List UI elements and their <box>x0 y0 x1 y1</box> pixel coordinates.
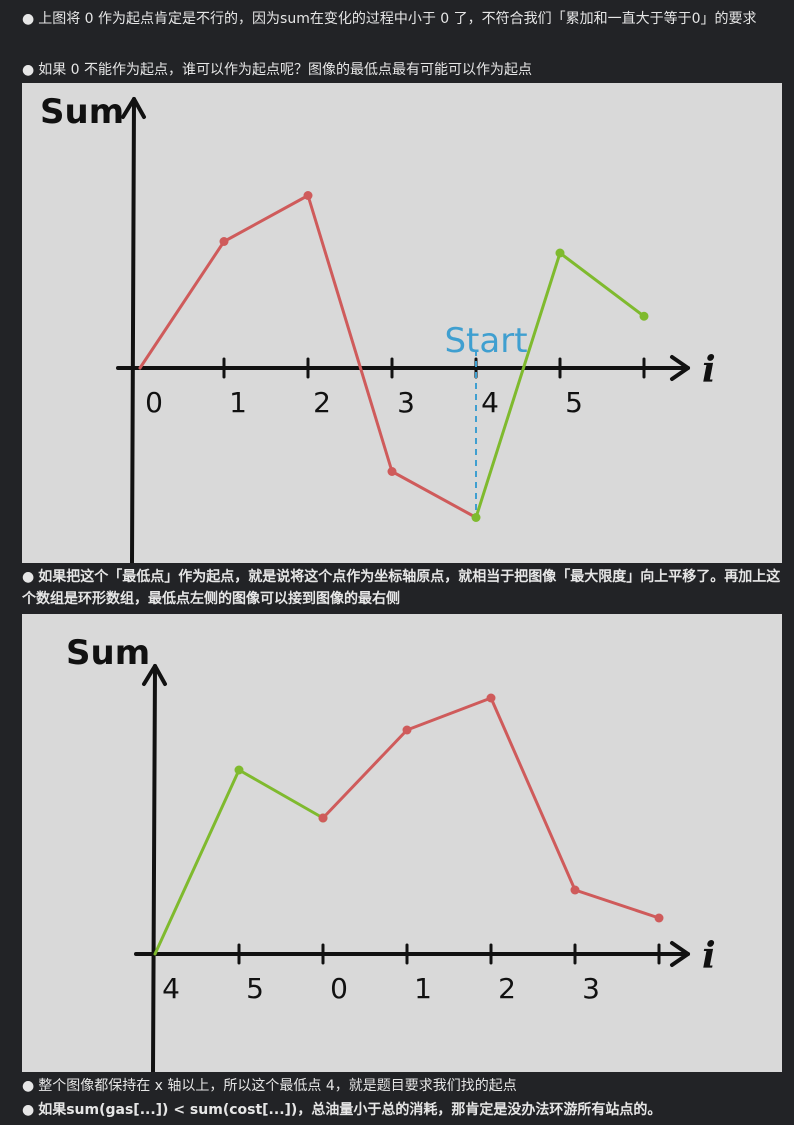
paragraph-5: ● 如果sum(gas[...]) < sum(cost[...])，总油量小于总… <box>22 1099 787 1121</box>
data-point <box>471 513 481 522</box>
x-tick-label: 1 <box>414 972 432 1005</box>
series-line-green <box>474 251 646 519</box>
data-point <box>387 467 397 476</box>
x-tick-label: 3 <box>397 386 415 419</box>
series-line-green <box>153 768 325 956</box>
bullet-icon: ● <box>22 569 35 585</box>
start-annotation: Start <box>444 321 527 361</box>
x-axis-arrowhead <box>670 355 690 381</box>
x-tick-label: 0 <box>330 972 348 1005</box>
y-axis-arrowhead <box>121 97 146 119</box>
series-line-red <box>321 696 661 920</box>
data-point <box>219 237 229 246</box>
paragraph-1: ● 上图将 0 作为起点肯定是不行的，因为sum在变化的过程中小于 0 了，不符合… <box>22 8 787 30</box>
data-point <box>402 725 412 735</box>
sum-chart-start-4: Sum i 4 5 0 1 2 3 <box>66 633 716 1072</box>
paragraph-2: ● 如果 0 不能作为起点，谁可以作为起点呢？图像的最低点最有可能可以作为起点 <box>22 59 787 81</box>
bullet-icon: ● <box>22 1102 35 1118</box>
bullet-icon: ● <box>22 62 35 78</box>
data-point <box>639 311 649 321</box>
paragraph-3: ● 如果把这个「最低点」作为起点，就是说将这个点作为坐标轴原点，就相当于把图像「最… <box>22 566 787 610</box>
x-axis-label: i <box>702 935 716 977</box>
y-axis-label: Sum <box>40 92 124 132</box>
data-point <box>570 885 580 895</box>
paragraph-text: 如果把这个「最低点」作为起点，就是说将这个点作为坐标轴原点，就相当于把图像「最大… <box>22 569 781 607</box>
x-tick-label: 0 <box>145 386 163 419</box>
x-axis-arrowhead <box>670 941 690 967</box>
x-tick-label: 5 <box>246 972 264 1005</box>
paragraph-text: 如果 0 不能作为起点，谁可以作为起点呢？图像的最低点最有可能可以作为起点 <box>38 62 533 78</box>
paragraph-4: ● 整个图像都保持在 x 轴以上，所以这个最低点 4，就是题目要求我们找的起点 <box>22 1075 787 1097</box>
figure-original-sum-curve: Sum i 0 1 2 3 4 5 Start <box>22 83 782 563</box>
paragraph-text: 整个图像都保持在 x 轴以上，所以这个最低点 4，就是题目要求我们找的起点 <box>38 1078 517 1094</box>
y-axis-arrowhead <box>142 664 167 686</box>
y-axis <box>130 97 136 563</box>
paragraph-text: 如果sum(gas[...]) < sum(cost[...])，总油量小于总的… <box>38 1102 662 1118</box>
x-tick-label: 3 <box>582 972 600 1005</box>
bullet-icon: ● <box>22 1078 35 1094</box>
data-point <box>318 813 328 823</box>
sum-chart-start-0: Sum i 0 1 2 3 4 5 Start <box>40 92 716 563</box>
paragraph-text: 上图将 0 作为起点肯定是不行的，因为sum在变化的过程中小于 0 了，不符合我… <box>38 11 757 27</box>
data-point <box>234 765 244 775</box>
x-tick-label: 2 <box>498 972 516 1005</box>
y-axis-label: Sum <box>66 633 150 673</box>
x-tick-label: 5 <box>565 386 583 419</box>
figure-shifted-sum-curve: Sum i 4 5 0 1 2 3 <box>22 614 782 1072</box>
x-tick-label: 4 <box>481 386 499 419</box>
data-point <box>555 248 565 258</box>
x-axis-label: i <box>702 349 716 391</box>
x-tick-label: 4 <box>162 972 180 1005</box>
data-point <box>303 191 313 200</box>
series-line-red <box>138 194 478 519</box>
bullet-icon: ● <box>22 11 35 27</box>
x-tick-label: 2 <box>313 386 331 419</box>
y-axis <box>151 664 157 1072</box>
data-point <box>654 913 664 923</box>
data-point <box>486 693 496 703</box>
x-tick-label: 1 <box>229 386 247 419</box>
